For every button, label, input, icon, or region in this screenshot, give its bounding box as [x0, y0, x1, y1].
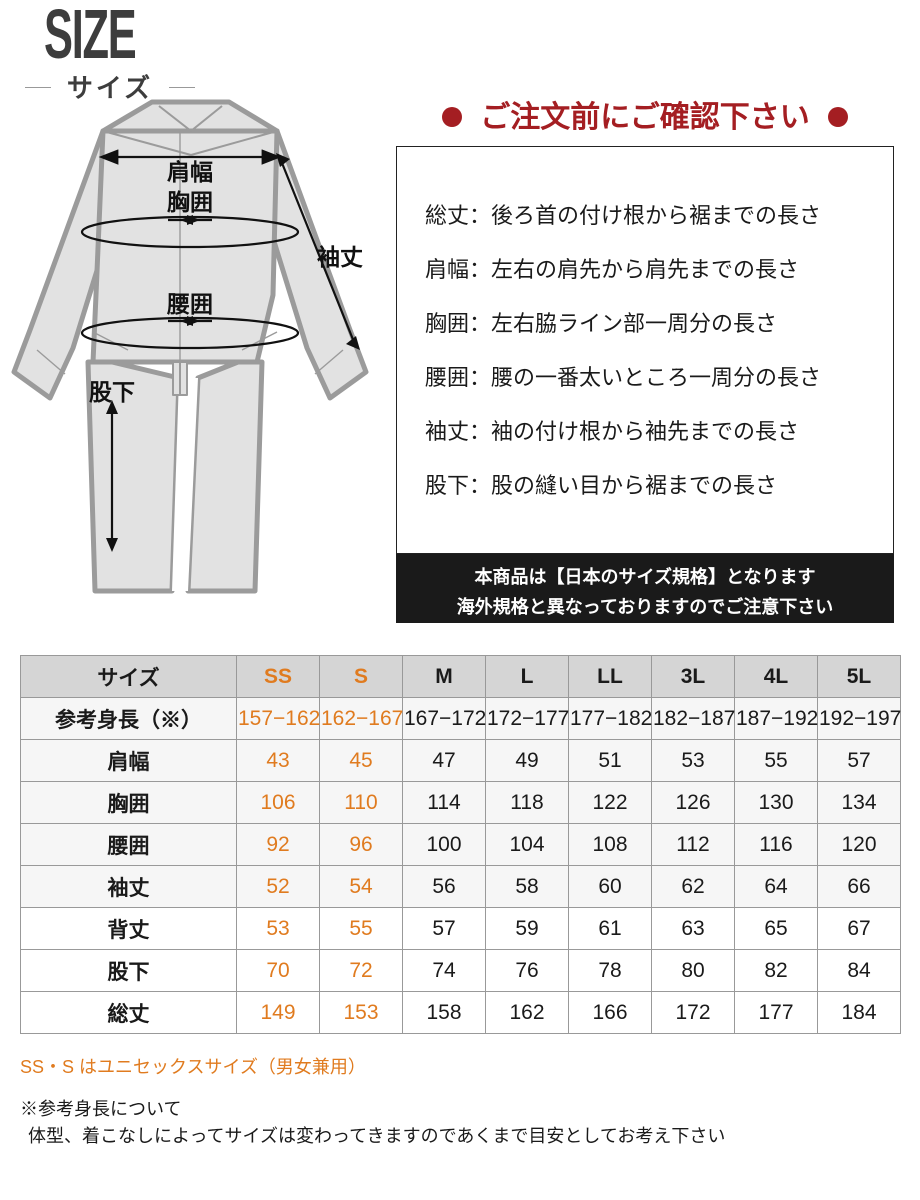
- svg-text:胸囲: 胸囲: [167, 189, 213, 215]
- svg-text:肩幅: 肩幅: [167, 159, 213, 185]
- svg-text:腰囲: 腰囲: [166, 291, 213, 317]
- svg-text:袖丈: 袖丈: [317, 244, 363, 270]
- svg-text:股下: 股下: [89, 379, 135, 405]
